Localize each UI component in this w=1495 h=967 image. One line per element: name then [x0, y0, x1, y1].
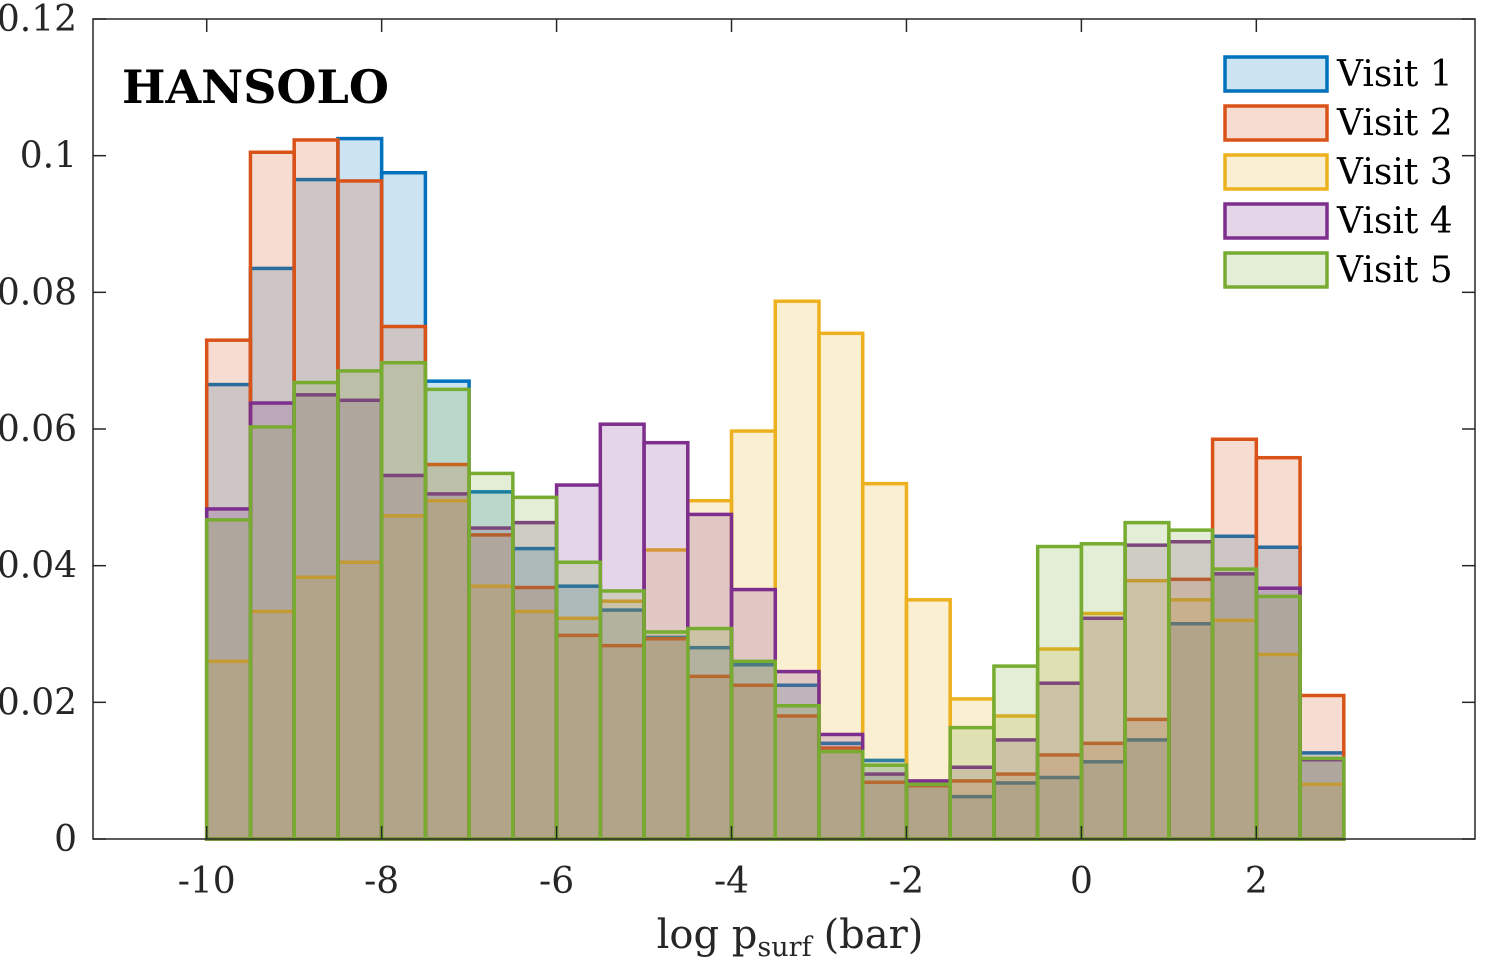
series-5-bars	[204, 360, 1346, 841]
bar-visit-5-bin-19	[992, 664, 1040, 841]
y-tick-label: 0.06	[0, 409, 77, 450]
y-tick-label: 0.04	[0, 546, 77, 587]
bar-visit-1-bin-26	[1298, 751, 1346, 841]
bar-visit-5-bin-17	[904, 782, 952, 841]
y-tick-label: 0.12	[0, 0, 77, 40]
x-axis-label-main: log p	[657, 912, 758, 958]
bar-visit-5-bin-20	[1035, 544, 1084, 841]
bar-visit-5-bin-1	[204, 518, 253, 841]
x-tick-label: -4	[714, 861, 749, 902]
legend-label-visit-2: Visit 2	[1336, 103, 1453, 144]
y-tick-label: 0.1	[20, 136, 77, 177]
y-tick-label: 0.02	[0, 682, 77, 723]
legend-swatch-visit-1	[1223, 55, 1329, 93]
x-tick-label: 0	[1070, 861, 1093, 902]
bar-visit-4-bin-2	[248, 401, 296, 841]
bar-visit-5-bin-13	[729, 659, 778, 841]
bar-visit-4-bin-20	[1035, 681, 1084, 841]
bar-visit-3-bin-8	[511, 609, 559, 841]
y-tick-label: 0	[54, 819, 77, 860]
bar-visit-5-bin-8	[511, 495, 559, 841]
bar-visit-1-bin-1	[204, 382, 253, 841]
bar-visit-3-bin-11	[642, 548, 690, 841]
x-tick-label: -10	[178, 861, 236, 902]
legend-label-visit-4: Visit 4	[1336, 201, 1453, 242]
legend-swatch-visit-3	[1223, 153, 1329, 191]
x-axis-label: log psurf (bar)	[657, 912, 924, 963]
axes-layer: -10 -8 -6 -4 -2 0 2 0 0.02 0.04 0.06 0.08 0.1 0.12	[0, 0, 1476, 902]
x-tick-label: -6	[539, 861, 574, 902]
bar-visit-2-bin-22	[1123, 717, 1171, 841]
bar-visit-3-bin-24	[1210, 618, 1259, 841]
legend-swatch-visit-5	[1223, 251, 1329, 289]
x-axis-label-subscript: surf	[757, 932, 813, 963]
legend-swatch-visit-4	[1223, 202, 1329, 240]
bar-visit-1-bin-21	[1079, 760, 1127, 841]
bar-visit-5-bin-3	[292, 380, 340, 841]
bar-visit-5-bin-10	[598, 589, 646, 841]
bar-visit-5-bin-16	[860, 763, 909, 841]
bar-visit-5-bin-14	[773, 704, 821, 841]
x-tick-label: 2	[1245, 861, 1268, 902]
y-tick-label: 0.08	[0, 272, 77, 313]
bar-visit-3-bin-20	[1035, 647, 1084, 841]
series-1-bars	[204, 136, 1346, 841]
bar-visit-4-bin-7	[467, 526, 515, 841]
bar-visit-3-bin-3	[292, 575, 340, 841]
legend-label-visit-1: Visit 1	[1336, 54, 1453, 95]
legend: Visit 1 Visit 2 Visit 3 Visit 4 Visit 5	[1223, 54, 1453, 291]
bar-series-layer	[204, 136, 1346, 841]
bar-visit-5-bin-22	[1123, 520, 1171, 841]
bar-visit-5-bin-26	[1298, 756, 1346, 841]
chart-title: HANSOLO	[122, 60, 389, 114]
legend-swatch-visit-2	[1223, 104, 1329, 142]
bar-visit-5-bin-6	[423, 387, 471, 841]
bar-visit-3-bin-7	[467, 584, 515, 841]
bar-visit-5-bin-21	[1079, 542, 1127, 841]
bar-visit-3-bin-4	[336, 560, 384, 841]
bar-visit-1-bin-17	[904, 783, 952, 841]
bar-visit-1-bin-2	[248, 266, 296, 841]
legend-label-visit-3: Visit 3	[1336, 152, 1453, 193]
bar-visit-4-bin-1	[204, 507, 253, 841]
bar-visit-2-bin-24	[1210, 437, 1259, 841]
bar-visit-1-bin-3	[292, 177, 340, 841]
x-tick-label: -2	[889, 861, 924, 902]
bar-visit-1-bin-24	[1210, 534, 1259, 841]
bar-visit-5-bin-12	[686, 626, 734, 841]
bar-visit-5-bin-15	[817, 749, 865, 841]
bar-visit-5-bin-7	[467, 471, 515, 841]
x-tick-label: -8	[364, 861, 399, 902]
x-axis-label-unit: (bar)	[824, 912, 924, 958]
bar-visit-5-bin-24	[1210, 567, 1259, 841]
bar-visit-5-bin-2	[248, 425, 296, 841]
bar-visit-5-bin-9	[554, 560, 603, 841]
bar-visit-5-bin-11	[642, 630, 690, 841]
bar-visit-3-bin-13	[729, 429, 778, 841]
bar-visit-3-bin-12	[686, 499, 734, 841]
bar-visit-5-bin-4	[336, 369, 384, 841]
bar-visit-5-bin-18	[948, 725, 996, 841]
bar-visit-5-bin-25	[1254, 594, 1302, 841]
bar-visit-1-bin-14	[773, 683, 821, 841]
bar-visit-5-bin-5	[379, 360, 428, 841]
legend-label-visit-5: Visit 5	[1336, 250, 1453, 291]
bar-visit-5-bin-23	[1167, 528, 1215, 841]
